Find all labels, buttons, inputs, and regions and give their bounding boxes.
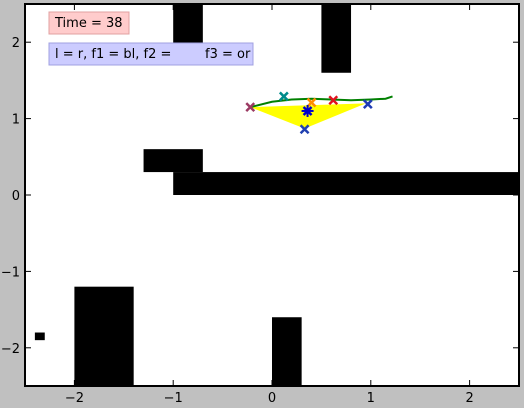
x-tick-label: 1 [367, 391, 375, 406]
x-tick-label: 2 [465, 391, 473, 406]
x-tick-label: 0 [268, 391, 276, 406]
center-star-marker [301, 104, 314, 117]
y-tick-label: 2 [12, 36, 20, 51]
x-tick-label: −2 [65, 391, 84, 406]
right-formation-marker [362, 99, 373, 109]
marker-red-stroke-b [328, 95, 339, 106]
time-box [48, 11, 130, 35]
markers-layer [245, 91, 373, 135]
right-formation-marker-stroke-b [362, 99, 373, 109]
x-tick-label: −1 [164, 391, 183, 406]
legend-label-end: f3 = or [205, 47, 251, 62]
y-tick-label: 1 [12, 113, 20, 128]
time-label: Time = 38 [54, 16, 123, 31]
obstacles-layer [34, 4, 519, 386]
left-formation-marker-stroke-b [245, 102, 256, 113]
top-obstacle-right [321, 4, 352, 73]
bottom-formation-marker-stroke-b [299, 124, 310, 135]
plot-area: Time = 38 l = r, f1 = bl, f2 = f3 = or [24, 3, 520, 387]
leader-marker-cyan [278, 91, 289, 102]
bottom-left-obstacle [74, 286, 134, 386]
annotation-boxes: Time = 38 l = r, f1 = bl, f2 = f3 = or [48, 11, 254, 66]
marker-orange [306, 97, 317, 108]
marker-red [328, 95, 339, 106]
y-tick-label: −1 [1, 265, 20, 280]
legend-label: l = r, f1 = bl, f2 = [55, 47, 171, 62]
small-square [34, 332, 45, 341]
mid-block [143, 149, 203, 173]
y-tick-label: 0 [12, 189, 20, 204]
bottom-mid-obstacle [272, 317, 302, 386]
ticks-layer: −2 −1 0 1 2 −2 −1 0 1 2 [1, 4, 519, 406]
bottom-formation-marker [299, 124, 310, 135]
horizontal-wall [173, 172, 519, 195]
left-formation-marker [245, 102, 256, 113]
marker-orange-stroke-b [306, 97, 317, 108]
y-tick-label: −2 [1, 342, 20, 357]
legend-box [48, 42, 254, 66]
leader-marker-cyan-stroke-b [278, 91, 289, 102]
